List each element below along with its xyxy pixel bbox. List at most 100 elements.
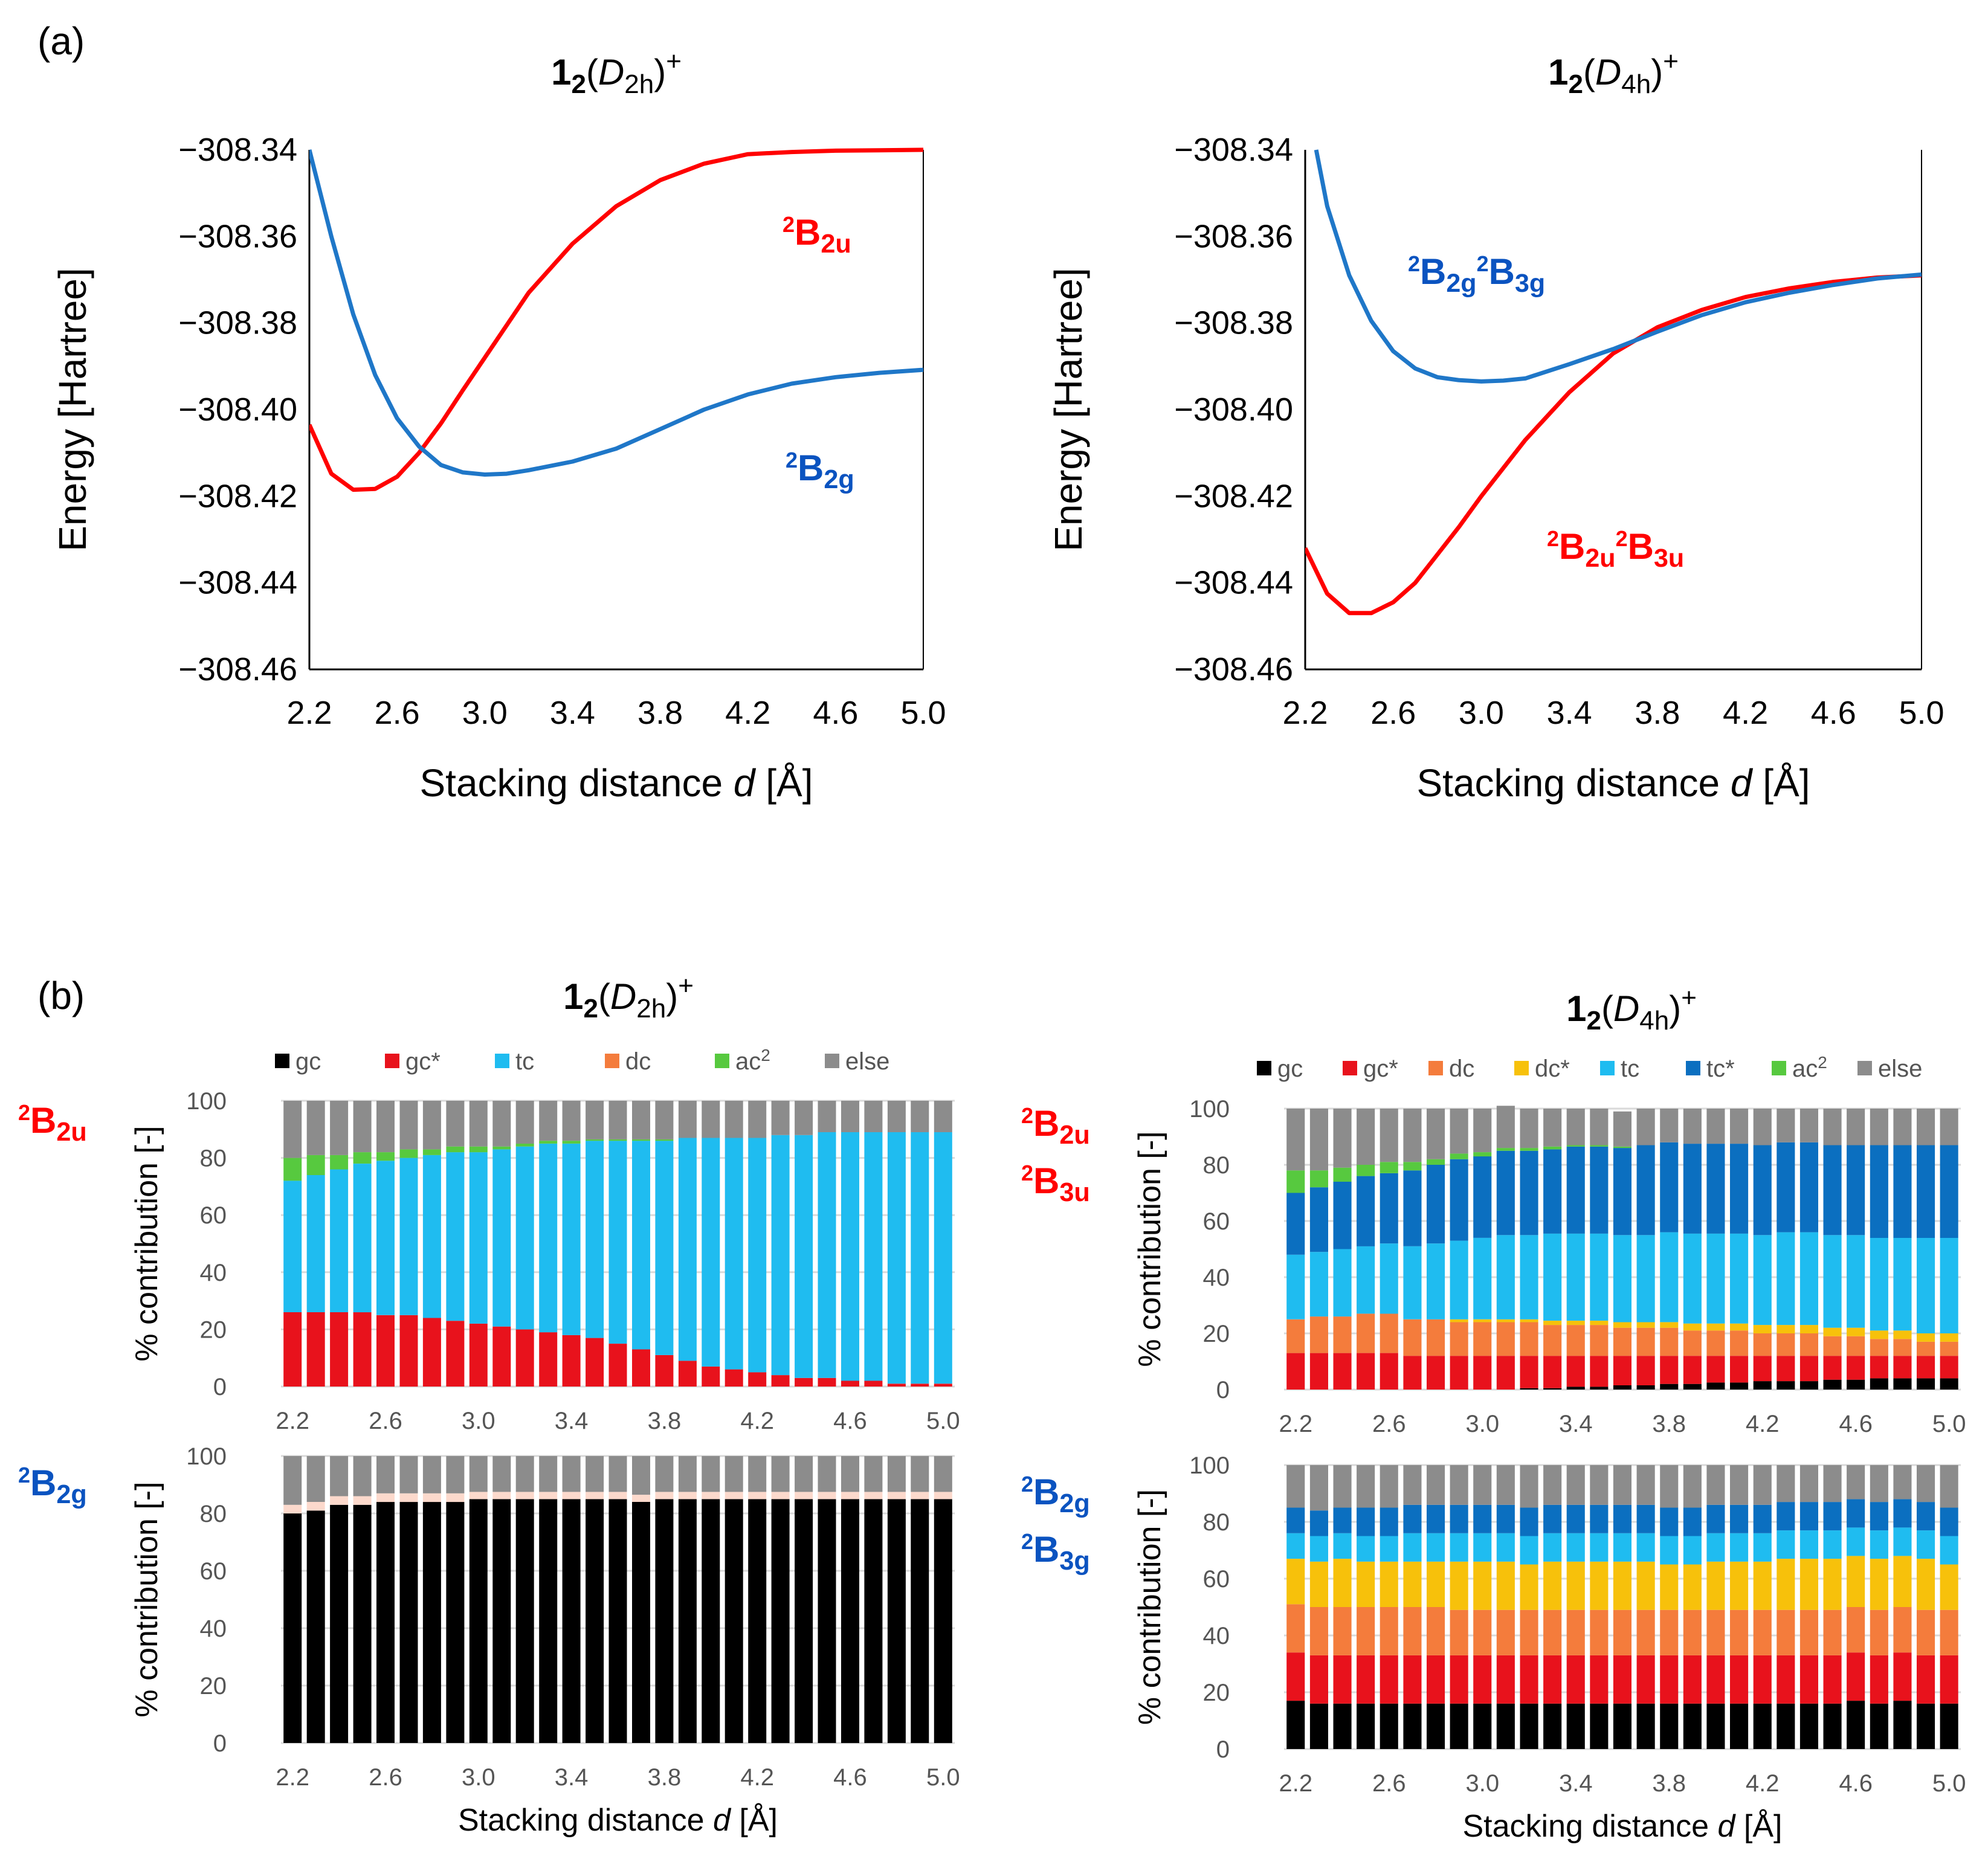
chart-b-left-top-bar-else bbox=[818, 1101, 836, 1132]
chart-b-right-top-bar-tc bbox=[1333, 1249, 1352, 1317]
chart-b-right-bottom-bar-gc bbox=[1380, 1703, 1398, 1749]
state-sup: 2 bbox=[1021, 1161, 1033, 1185]
chart-b-right-top-bar-dc bbox=[1893, 1339, 1912, 1356]
chart-b-right-bottom-bar-tc* bbox=[1496, 1504, 1515, 1533]
chart-b-left-top-ytick: 40 bbox=[200, 1260, 227, 1286]
chart-b-left-top-bar-else bbox=[911, 1101, 929, 1132]
chart-b-right-top-bar-tc* bbox=[1333, 1181, 1352, 1249]
chart-b-left-top-bar-gc* bbox=[864, 1380, 883, 1387]
chart-b-right-bottom-bar-dc bbox=[1427, 1607, 1445, 1655]
chart-b-left-bottom-bar-else bbox=[608, 1456, 627, 1492]
chart-b-right-bottom-bar-dc bbox=[1730, 1609, 1749, 1655]
chart-b-right-top-bar-dc bbox=[1730, 1330, 1749, 1356]
chart-b-left-bottom-bar-dc bbox=[283, 1504, 302, 1514]
chart-b-right-bottom-bar-dc* bbox=[1333, 1559, 1352, 1607]
legend-b-left-label-ac2: ac2 bbox=[735, 1046, 770, 1075]
chart-b-right-bottom-bar-dc* bbox=[1730, 1561, 1749, 1610]
chart-b-right-bottom-bar-dc* bbox=[1847, 1556, 1865, 1607]
chart-b-right-top-bar-else bbox=[1496, 1106, 1515, 1148]
chart-b-right-bottom-bar-else bbox=[1380, 1465, 1398, 1508]
legend-sup: 2 bbox=[1818, 1053, 1827, 1072]
chart-b-right-bottom-bar-gc* bbox=[1380, 1655, 1398, 1704]
chart-b-left-top-bar-tc bbox=[934, 1132, 952, 1384]
chart-b-left-title: 12(D2h)+ bbox=[563, 971, 694, 1023]
chart-a-right-ytick: −308.36 bbox=[1174, 218, 1293, 254]
chart-b-left-bottom-bar-gc bbox=[911, 1499, 929, 1744]
state-sup: 2 bbox=[1547, 526, 1559, 551]
chart-b-left-top-bar-gc* bbox=[841, 1380, 859, 1387]
chart-b-right-top-bar-dc bbox=[1940, 1341, 1958, 1356]
chart-b-left-bottom-bar-gc bbox=[887, 1499, 906, 1744]
chart-b-right-bottom-bar-dc bbox=[1520, 1609, 1538, 1655]
chart-b-right-bottom-bar-gc bbox=[1777, 1703, 1795, 1749]
title-sub-two: 2 bbox=[571, 69, 586, 99]
chart-b-left-bottom-bar-dc bbox=[934, 1492, 952, 1500]
xlabel-unit: [Å] bbox=[755, 761, 813, 805]
chart-b-right-top-bar-gc* bbox=[1450, 1356, 1468, 1390]
chart-b-right-top-bar-gc* bbox=[1357, 1353, 1375, 1390]
legend-b-right-label-dc: dc bbox=[1449, 1055, 1474, 1082]
xlabel-text: Stacking distance bbox=[419, 761, 733, 805]
chart-b-right-top-bar-ac2 bbox=[1520, 1148, 1538, 1151]
chart-b-right-top-ytick: 20 bbox=[1203, 1321, 1230, 1347]
chart-b-right-top-bar-else bbox=[1357, 1109, 1375, 1165]
chart-b-right-top-bar-gc bbox=[1823, 1379, 1842, 1390]
chart-a-left-xlabel: Stacking distance d [Å] bbox=[419, 761, 813, 805]
chart-b-right-bottom-bar-else bbox=[1870, 1465, 1888, 1503]
chart-b-right-bottom-bar-gc* bbox=[1683, 1655, 1702, 1704]
chart-b-right-bottom-bar-gc* bbox=[1893, 1652, 1912, 1701]
state-sup: 2 bbox=[18, 1463, 30, 1487]
state-label-2B3u-right: 2B3u bbox=[1021, 1161, 1090, 1207]
chart-b-left-bottom-bar-gc bbox=[795, 1499, 813, 1744]
chart-b-right-top-xtick: 3.8 bbox=[1652, 1411, 1686, 1437]
chart-b-right-top-ytick: 100 bbox=[1189, 1096, 1230, 1123]
chart-b-right-top-bar-else bbox=[1636, 1109, 1655, 1145]
chart-b-right-bottom-bar-gc* bbox=[1730, 1655, 1749, 1704]
chart-b-right-bottom-xtick: 2.6 bbox=[1372, 1770, 1406, 1797]
chart-b-left-top-bar-else bbox=[399, 1101, 418, 1150]
state-sub: 2g bbox=[824, 465, 854, 494]
chart-b-right-bottom-bar-gc* bbox=[1940, 1655, 1958, 1704]
chart-b-left-top-ytick: 100 bbox=[186, 1088, 227, 1115]
legend-b-left-label-tc: tc bbox=[515, 1048, 534, 1075]
chart-b-right-bottom-bar-dc bbox=[1309, 1607, 1328, 1655]
chart-b-left-top-bar-gc* bbox=[586, 1338, 604, 1387]
chart-b-right-bottom-bar-tc* bbox=[1823, 1502, 1842, 1531]
chart-b-right-bottom-bar-dc bbox=[1917, 1609, 1935, 1655]
chart-b-right-bottom-bar-gc* bbox=[1357, 1655, 1375, 1704]
chart-b-right-bottom-bar-tc* bbox=[1450, 1504, 1468, 1533]
title-open: ( bbox=[586, 52, 598, 92]
chart-b-left-bottom-bar-dc bbox=[841, 1492, 859, 1500]
xlabel-text: Stacking distance bbox=[1416, 761, 1730, 805]
title-bold-one: 1 bbox=[563, 976, 583, 1017]
chart-b-right-top-bar-tc* bbox=[1777, 1142, 1795, 1232]
chart-b-left-bottom-bar-gc bbox=[748, 1499, 767, 1744]
chart-b-left-top-bar-else bbox=[306, 1101, 325, 1155]
chart-b-right-bottom-bar-else bbox=[1566, 1465, 1585, 1505]
chart-b-left-bottom-bar-dc bbox=[353, 1496, 372, 1505]
chart-b-left-bottom-bar-else bbox=[748, 1456, 767, 1492]
chart-b-right-bottom-bar-dc bbox=[1636, 1609, 1655, 1655]
chart-a-left-series-2B2g bbox=[309, 149, 923, 477]
chart-b-right-top-bar-gc bbox=[1543, 1388, 1562, 1390]
chart-b-left-top-bar-gc* bbox=[655, 1355, 674, 1387]
chart-b-left-bottom-bar-else bbox=[353, 1456, 372, 1496]
chart-b-left-top-bar-ac2 bbox=[283, 1158, 302, 1181]
chart-b-right-bottom-bar-tc bbox=[1543, 1533, 1562, 1562]
chart-b-left-bottom-bar-dc bbox=[562, 1492, 581, 1500]
chart-b-right-bottom-bar-gc bbox=[1333, 1703, 1352, 1749]
chart-b-right-top-bar-dc bbox=[1823, 1336, 1842, 1356]
chart-b-right-top-bar-gc* bbox=[1730, 1356, 1749, 1383]
chart-b-left-top-bar-tc bbox=[911, 1132, 929, 1384]
chart-b-left-bottom-ytick: 0 bbox=[213, 1730, 227, 1757]
chart-b-right-top-bar-gc* bbox=[1799, 1356, 1818, 1382]
xlabel-italic: d bbox=[734, 761, 757, 805]
chart-b-left-bottom-bar-else bbox=[795, 1456, 813, 1492]
chart-b-left-bottom-bar-dc bbox=[330, 1496, 349, 1505]
xlabel-text: Stacking distance bbox=[1463, 1809, 1718, 1844]
chart-b-right-top-bar-dc bbox=[1613, 1327, 1631, 1356]
state-sub: 2u bbox=[1585, 544, 1615, 573]
chart-b-right-bottom-bar-dc* bbox=[1543, 1561, 1562, 1610]
chart-b-left-bottom-bar-else bbox=[469, 1456, 488, 1492]
chart-b-right-top-bar-gc* bbox=[1309, 1353, 1328, 1390]
